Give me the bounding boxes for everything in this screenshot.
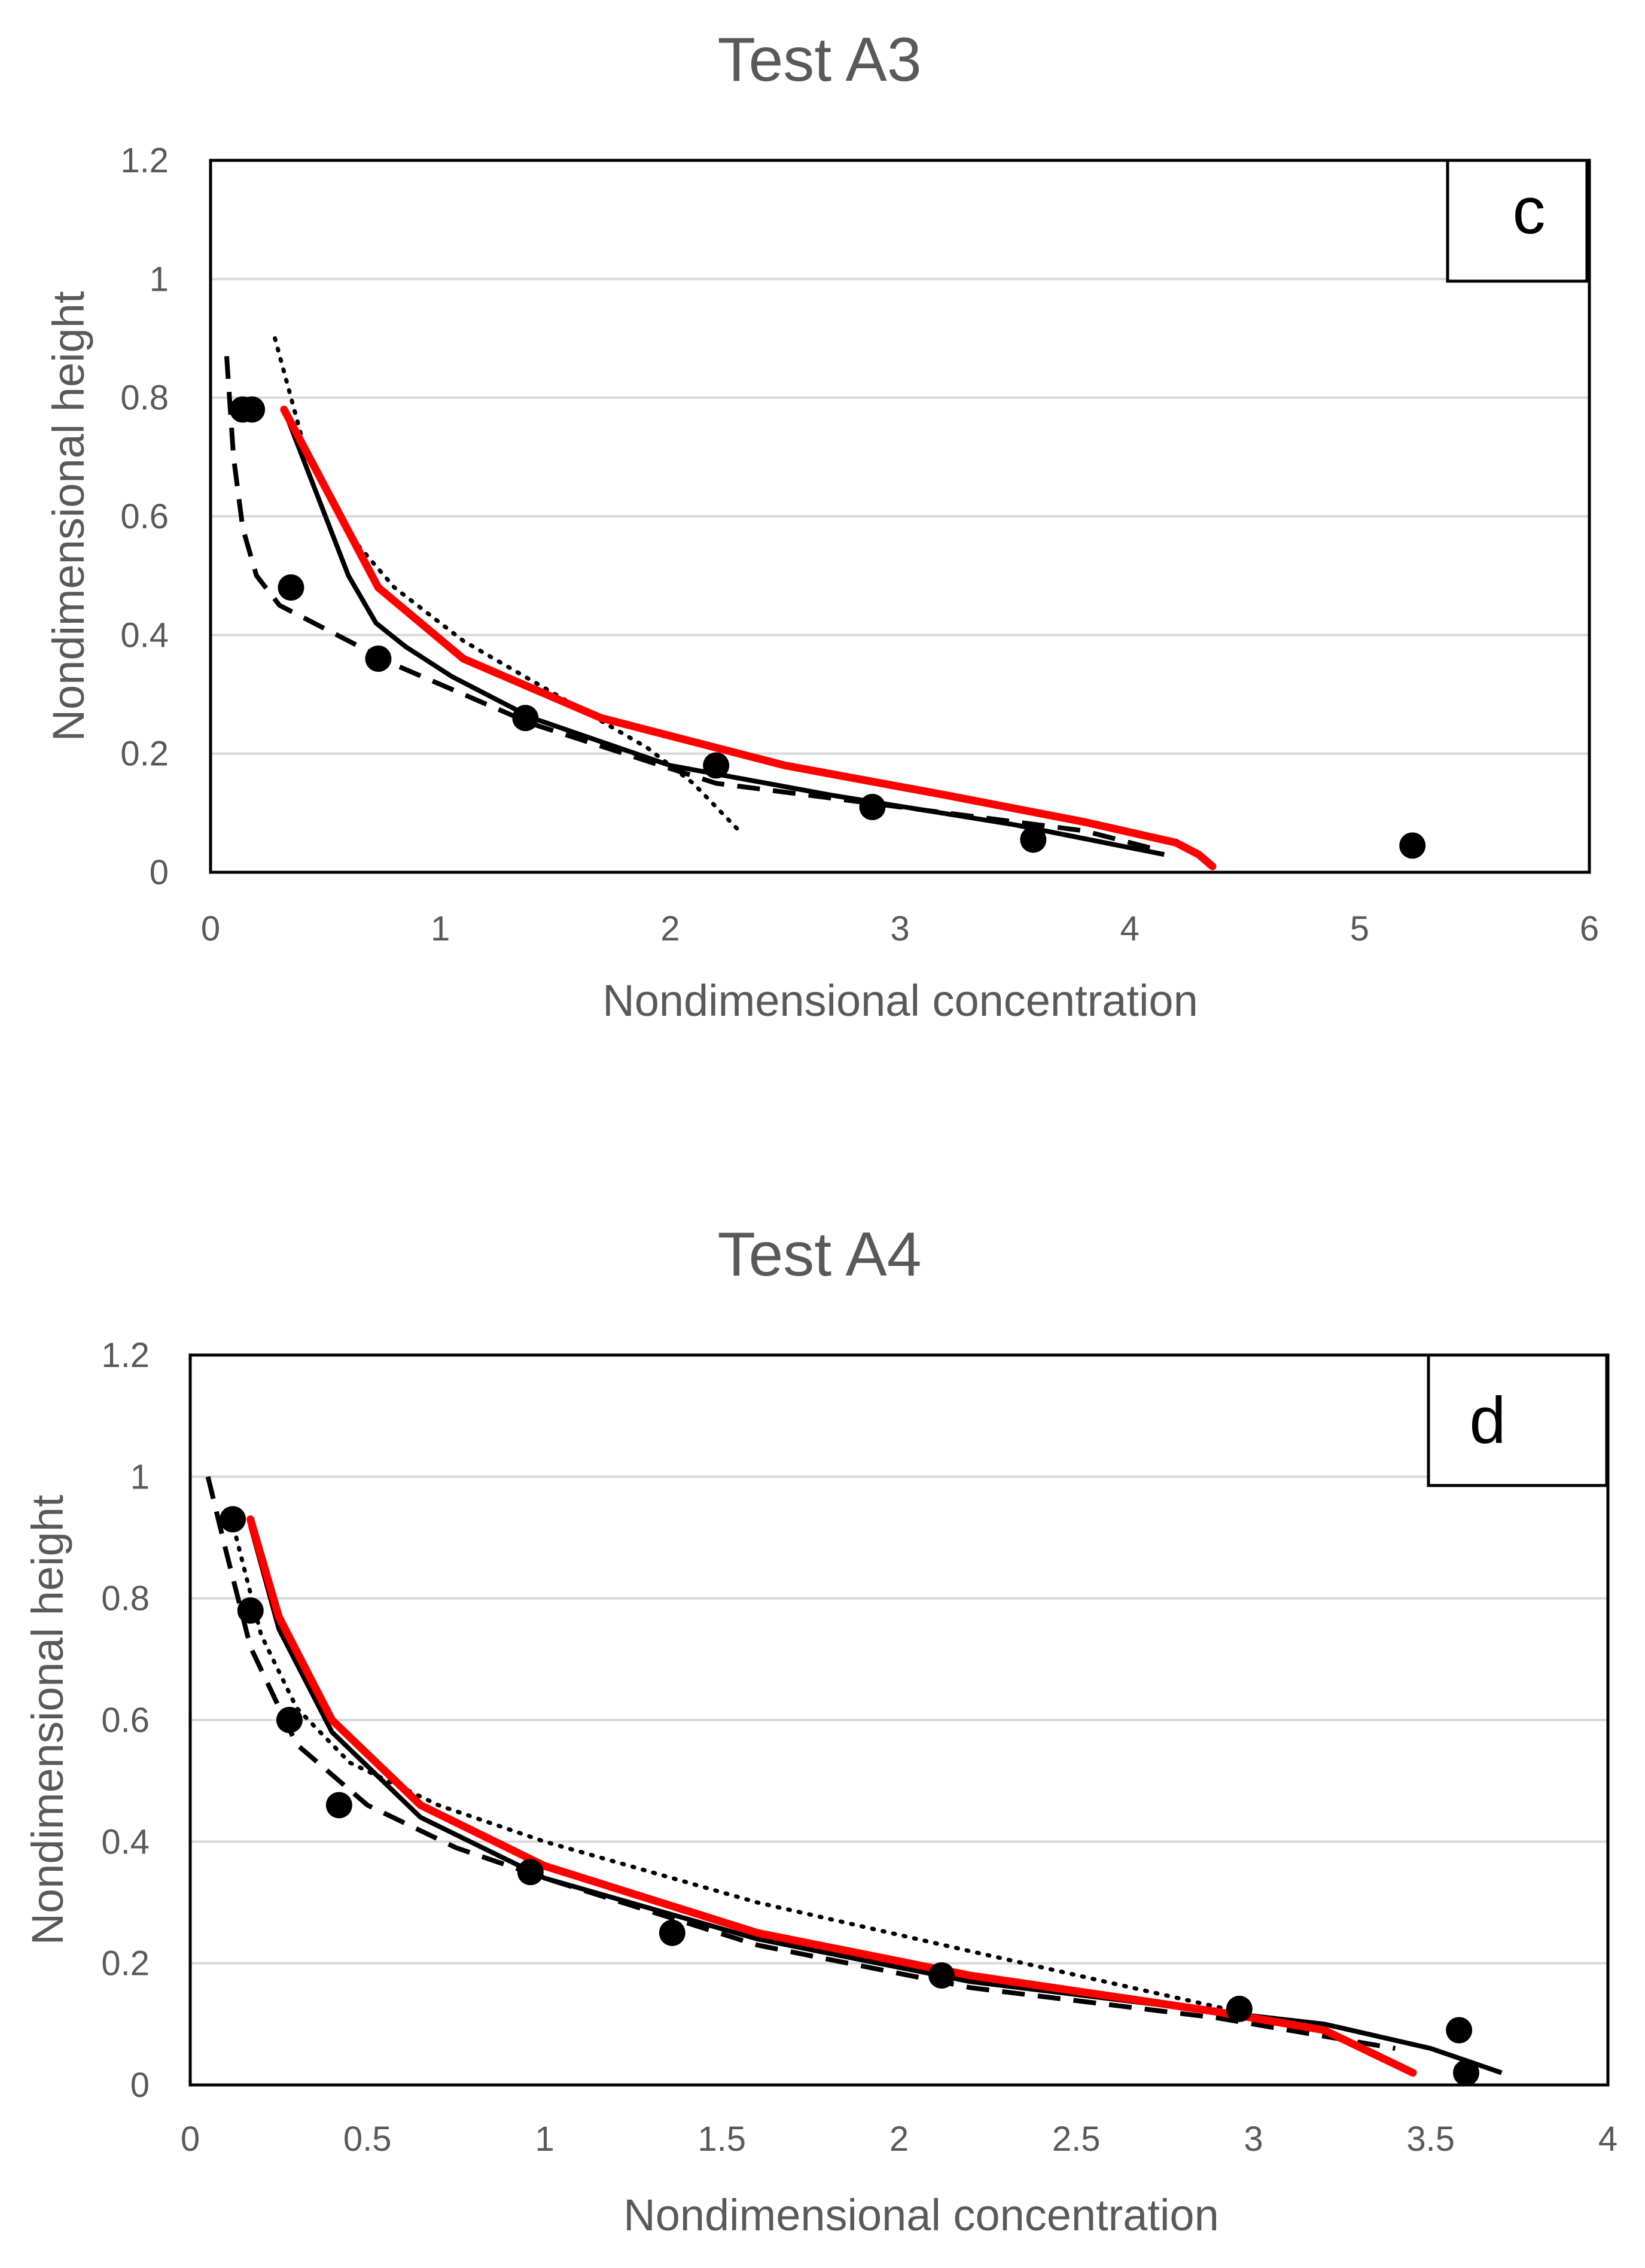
panel-label: d — [1469, 1384, 1506, 1457]
data-point — [239, 396, 266, 423]
series-measured — [220, 1506, 1479, 2086]
y-tick-label: 0.8 — [101, 1579, 150, 1618]
x-tick-label: 2 — [660, 909, 680, 948]
x-tick-label: 6 — [1580, 909, 1599, 948]
y-tick-label: 1.2 — [120, 141, 169, 180]
plot-area-frame — [188, 1353, 1610, 2087]
data-point — [237, 1597, 264, 1624]
series-black-dotted-line — [273, 336, 742, 833]
data-point — [517, 1859, 544, 1886]
panel-label-box — [1427, 1353, 1609, 1487]
data-point — [703, 752, 730, 779]
data-point — [1446, 2017, 1473, 2044]
y-tick-label: 0.6 — [120, 497, 169, 536]
x-axis-label: Nondimensional concentration — [602, 976, 1198, 1025]
x-tick-label: 1.5 — [697, 2120, 746, 2159]
data-point — [859, 793, 886, 820]
series-measured — [229, 396, 1426, 859]
panel-d: Test A4 0 0.2 0.4 0.6 0.8 1 1.2 0 0.5 1 1.5 2 2.5 3 3… — [23, 1220, 1617, 2240]
data-point — [365, 646, 392, 672]
x-axis-label: Nondimensional concentration — [623, 2190, 1219, 2240]
x-tick-labels: 0 1 2 3 4 5 6 — [201, 909, 1599, 948]
x-tick-label: 4 — [1598, 2120, 1617, 2159]
x-tick-label: 5 — [1350, 909, 1369, 948]
data-point — [1399, 832, 1426, 859]
x-tick-label: 0 — [201, 909, 220, 948]
chart-title: Test A3 — [717, 25, 921, 95]
plot-area-frame — [209, 159, 1591, 874]
y-tick-label: 0.6 — [101, 1701, 150, 1740]
y-axis-label: Nondimensional height — [44, 291, 93, 741]
data-point — [276, 1707, 303, 1733]
y-tick-label: 0.4 — [101, 1822, 150, 1861]
data-point — [325, 1792, 352, 1819]
y-tick-label: 0 — [150, 853, 169, 892]
y-tick-labels: 0 0.2 0.4 0.6 0.8 1 1.2 — [120, 141, 169, 892]
gridlines — [190, 1475, 1608, 1965]
series-layer — [224, 336, 1426, 870]
data-point — [659, 1919, 686, 1946]
x-tick-labels: 0 0.5 1 1.5 2 2.5 3 3.5 4 — [181, 2120, 1617, 2159]
y-tick-label: 0.2 — [101, 1944, 150, 1983]
y-tick-label: 1 — [130, 1457, 150, 1496]
data-point — [278, 574, 304, 601]
x-tick-label: 3.5 — [1406, 2120, 1455, 2159]
y-tick-labels: 0 0.2 0.4 0.6 0.8 1 1.2 — [101, 1336, 150, 2105]
x-tick-label: 4 — [1120, 909, 1140, 948]
data-point — [1226, 1995, 1253, 2022]
x-tick-label: 1 — [535, 2120, 554, 2159]
series-red-model-line — [280, 406, 1217, 870]
x-tick-label: 3 — [890, 909, 909, 948]
series-red-model-line — [246, 1515, 1417, 2077]
y-tick-label: 0.4 — [120, 616, 169, 654]
data-point — [928, 1962, 955, 1989]
panel-label-box — [1446, 159, 1589, 283]
y-tick-label: 1 — [150, 260, 169, 299]
y-axis-label: Nondimensional height — [23, 1494, 72, 1945]
series-layer — [205, 1476, 1503, 2086]
y-tick-label: 0.8 — [120, 379, 169, 418]
y-tick-label: 0.2 — [120, 735, 169, 774]
panel-c: Test A3 0 0.2 0.4 0.6 0.8 1 1.2 0 1 2 3 4 5 6 Nondim… — [44, 25, 1599, 1025]
series-black-solid-line — [282, 409, 1165, 857]
series-black-dotted-line — [234, 1535, 1242, 2014]
data-point — [1453, 2059, 1479, 2086]
y-tick-label: 0 — [130, 2066, 150, 2105]
data-point — [1020, 826, 1047, 853]
data-point — [220, 1506, 246, 1533]
panel-label: c — [1513, 174, 1546, 248]
series-black-dashed-line — [205, 1476, 1396, 2051]
x-tick-label: 0.5 — [343, 2120, 392, 2159]
y-tick-label: 1.2 — [101, 1336, 150, 1375]
x-tick-label: 2.5 — [1052, 2120, 1101, 2159]
x-tick-label: 0 — [181, 2120, 200, 2159]
series-black-solid-line — [248, 1524, 1503, 2075]
gridlines — [211, 278, 1589, 755]
x-tick-label: 3 — [1244, 2120, 1263, 2159]
data-point — [512, 705, 539, 732]
chart-title: Test A4 — [717, 1220, 921, 1289]
x-tick-label: 2 — [889, 2120, 909, 2159]
x-tick-label: 1 — [431, 909, 450, 948]
